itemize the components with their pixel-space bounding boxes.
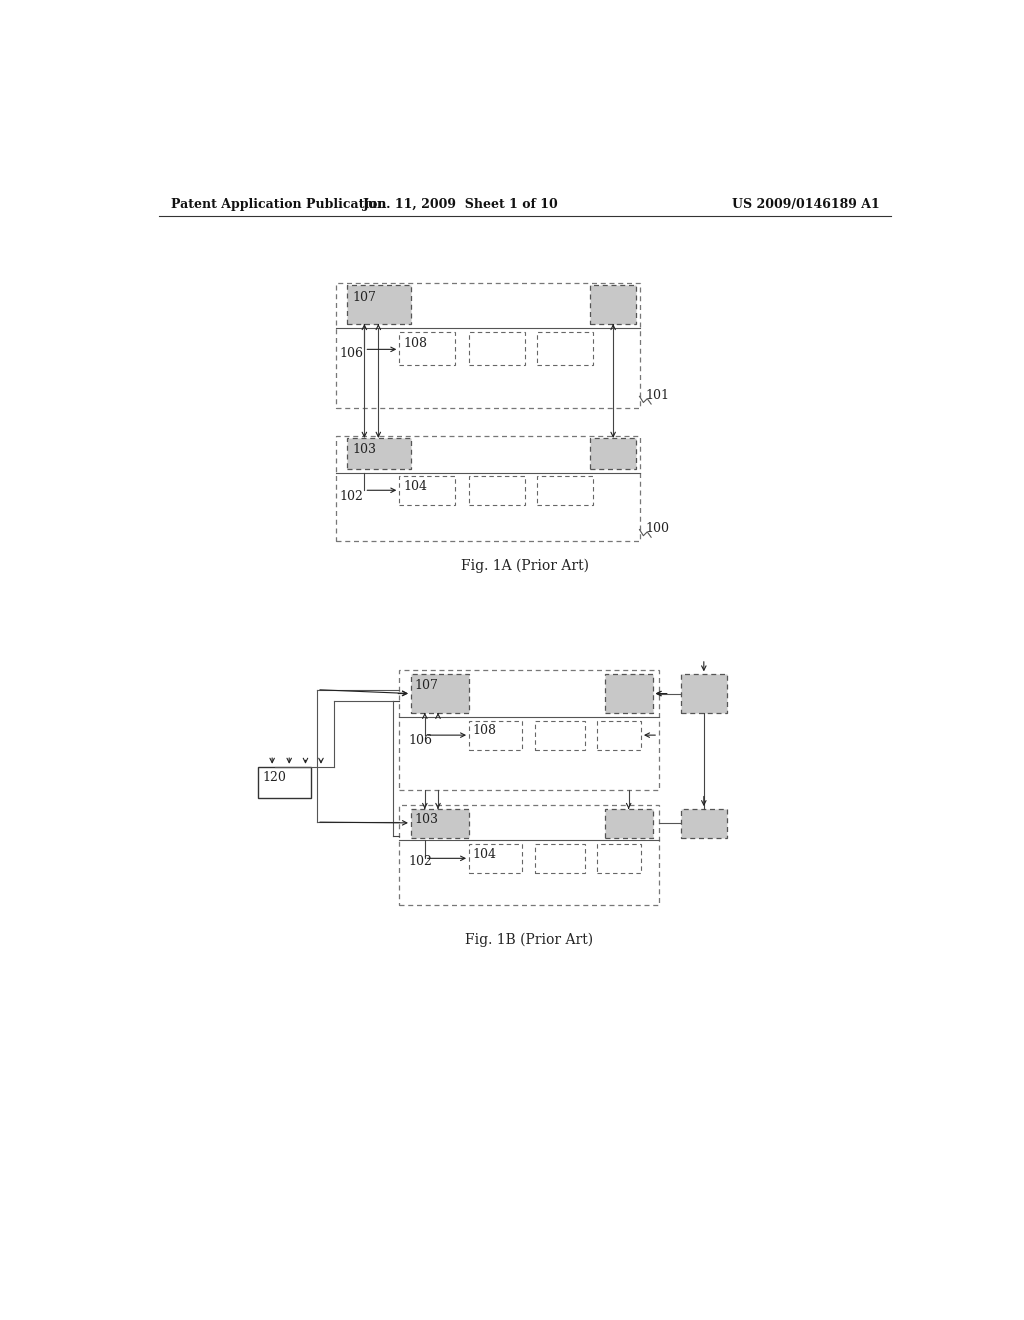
Bar [399,671,658,789]
Text: 102: 102 [340,490,364,503]
Bar [469,843,521,873]
Text: 106: 106 [409,734,432,747]
Bar [597,721,641,750]
Bar [535,843,586,873]
Bar [538,475,593,506]
Bar [411,809,469,838]
Text: 100: 100 [646,521,670,535]
Bar [469,475,524,506]
Text: 103: 103 [352,442,376,455]
Text: Patent Application Publication: Patent Application Publication [171,198,386,211]
Bar [347,285,411,323]
Text: US 2009/0146189 A1: US 2009/0146189 A1 [732,198,880,211]
Text: Jun. 11, 2009  Sheet 1 of 10: Jun. 11, 2009 Sheet 1 of 10 [364,198,559,211]
Text: 108: 108 [473,725,497,738]
Text: Fig. 1B (Prior Art): Fig. 1B (Prior Art) [465,932,593,946]
Text: 106: 106 [340,347,364,360]
Text: 102: 102 [409,855,432,869]
Bar [469,333,524,364]
Text: 101: 101 [646,388,670,401]
Bar [399,805,658,906]
Text: 107: 107 [352,290,376,304]
Bar [597,843,641,873]
Bar [538,333,593,364]
Bar [535,721,586,750]
Text: 108: 108 [403,337,427,350]
Bar [604,809,652,838]
Bar [258,767,311,797]
Bar [399,333,455,364]
Text: 103: 103 [415,813,438,826]
Bar [604,675,652,713]
Bar [347,438,411,470]
Text: Fig. 1A (Prior Art): Fig. 1A (Prior Art) [461,558,589,573]
Bar [336,436,640,541]
Text: 120: 120 [262,771,286,784]
Bar [590,285,636,323]
Bar [590,438,636,470]
Bar [399,475,455,506]
Bar [336,284,640,408]
Text: 107: 107 [415,678,438,692]
Text: 104: 104 [473,847,497,861]
Bar [411,675,469,713]
Bar [469,721,521,750]
Bar [681,809,727,838]
Bar [681,675,727,713]
Text: 104: 104 [403,480,427,494]
